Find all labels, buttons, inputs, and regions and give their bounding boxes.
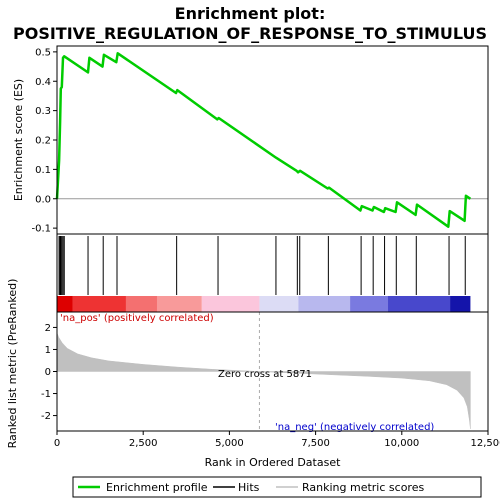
top-ytick-label: 0.2 [35, 136, 51, 147]
top-ytick-label: 0.0 [35, 194, 51, 205]
color-band-segment [388, 296, 451, 312]
series-line-0 [55, 52, 472, 228]
color-band-segment [72, 296, 126, 312]
top-ytick-label: 0.1 [35, 165, 51, 176]
xtick-label: 10,000 [384, 438, 419, 449]
bottom-ytick-label: -2 [41, 411, 51, 422]
color-band-segment [125, 296, 157, 312]
color-band-segment [201, 296, 260, 312]
top-plot-area [57, 46, 488, 234]
hits-panel [56, 233, 489, 313]
top-ytick-label: 0.4 [35, 77, 51, 88]
ranked-metric-panel: -2 -1 0 1 2 0 2,500 5,000 7,500 10,000 12,500 'na_p… [6, 279, 500, 469]
xtick-label: 12,500 [471, 438, 500, 449]
color-band-segment [450, 296, 471, 312]
legend-label: Hits [238, 481, 260, 494]
bottom-ytick-label: 2 [45, 323, 51, 334]
top-ylabel: Enrichment score (ES) [12, 79, 25, 201]
bottom-xlabel: Rank in Ordered Dataset [205, 456, 342, 469]
color-band-segment [298, 296, 351, 312]
chart-title-line-2: POSITIVE_REGULATION_OF_RESPONSE_TO_STIMU… [13, 24, 487, 43]
bottom-ytick-label: 0 [45, 367, 51, 378]
bottom-ytick-label: 1 [45, 345, 51, 356]
top-ytick-label: -0.1 [31, 224, 51, 235]
bottom-frame [56, 311, 489, 432]
annotation-zero-cross: Zero cross at 5871 [218, 369, 312, 380]
enrichment-score-panel: -0.1 0.0 0.1 0.2 0.3 0.4 0.5 Enrichment score (… [12, 45, 489, 235]
legend-label: Enrichment profile [106, 481, 208, 494]
color-band-segment [259, 296, 299, 312]
xtick-label: 0 [54, 438, 60, 449]
xtick-label: 7,500 [301, 438, 330, 449]
color-band-segment [156, 296, 202, 312]
bottom-ylabel: Ranked list metric (PreRanked) [6, 279, 19, 449]
color-band-segment [57, 296, 73, 312]
chart-title-line-1: Enrichment plot: [175, 4, 326, 23]
top-ytick-label: 0.5 [35, 47, 51, 58]
ranking-metric-area [56, 332, 471, 429]
xtick-label: 5,000 [215, 438, 244, 449]
color-band-segment [350, 296, 389, 312]
bottom-ytick-label: -1 [41, 389, 51, 400]
top-ytick-label: 0.3 [35, 106, 51, 117]
annotation-positive: 'na_pos' (positively correlated) [60, 313, 214, 324]
legend: Enrichment profile Hits Ranking metric sco… [72, 476, 482, 498]
annotation-negative: 'na_neg' (negatively correlated) [275, 422, 434, 433]
xtick-label: 2,500 [129, 438, 158, 449]
legend-label: Ranking metric scores [302, 481, 424, 494]
